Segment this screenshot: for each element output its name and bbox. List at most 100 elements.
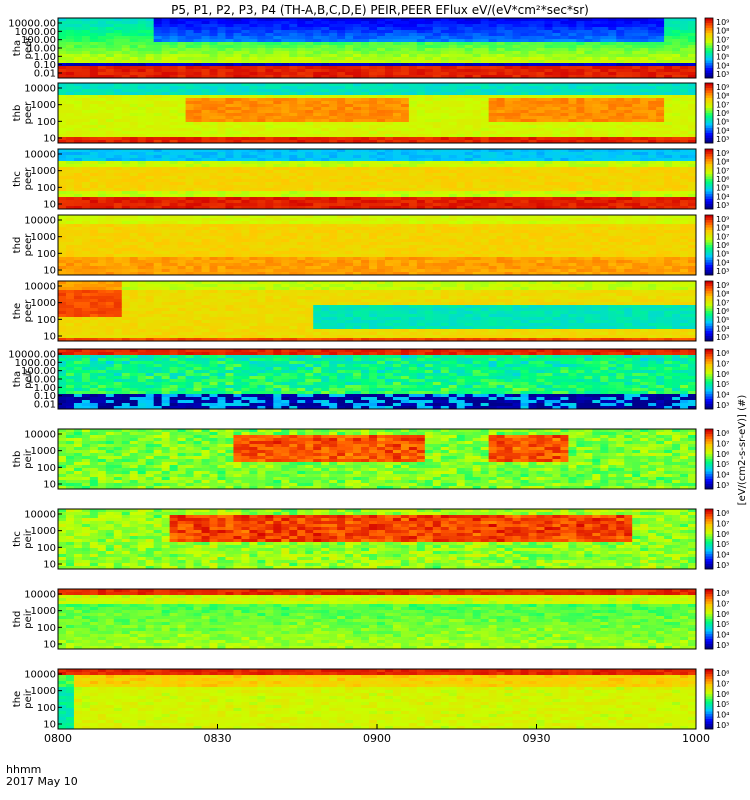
heatmap-cell xyxy=(496,107,506,111)
heatmap-cell xyxy=(65,33,75,37)
heatmap-cell xyxy=(448,72,458,76)
ytick-label: 10.00 xyxy=(27,44,56,55)
heatmap-cell xyxy=(416,101,426,105)
heatmap-cell xyxy=(217,152,226,156)
heatmap-cell xyxy=(58,215,67,219)
heatmap-cell xyxy=(440,161,450,165)
heatmap-cell xyxy=(225,176,234,180)
heatmap-cell xyxy=(209,69,218,73)
heatmap-cell xyxy=(369,30,378,34)
heatmap-cell xyxy=(640,66,649,70)
heatmap-cell xyxy=(265,92,274,96)
heatmap-cell xyxy=(337,194,346,198)
heatmap-cell xyxy=(456,39,466,43)
heatmap-cell xyxy=(456,188,466,192)
heatmap-cell xyxy=(488,200,498,204)
heatmap-cell xyxy=(680,161,689,165)
heatmap-cell xyxy=(185,72,194,76)
heatmap-cell xyxy=(249,173,258,177)
heatmap-cell xyxy=(424,39,434,43)
heatmap-cell xyxy=(225,161,234,165)
heatmap-cell xyxy=(89,48,99,52)
heatmap-cell xyxy=(648,203,657,207)
heatmap-cell xyxy=(321,27,330,31)
heatmap-cell xyxy=(568,203,577,207)
heatmap-cell xyxy=(464,54,474,58)
heatmap-cell xyxy=(544,197,553,201)
heatmap-cell xyxy=(408,206,418,210)
heatmap-cell xyxy=(392,83,402,87)
heatmap-cell xyxy=(600,128,609,132)
heatmap-cell xyxy=(89,66,99,70)
heatmap-cell xyxy=(464,179,474,183)
heatmap-cell xyxy=(632,33,641,37)
heatmap-cell xyxy=(440,21,450,25)
heatmap-cell xyxy=(624,75,633,79)
heatmap-cell xyxy=(536,206,545,210)
heatmap-cell xyxy=(305,173,314,177)
heatmap-cell xyxy=(400,86,410,90)
heatmap-cell xyxy=(193,39,202,43)
heatmap-cell xyxy=(169,140,179,144)
heatmap-cell xyxy=(528,89,537,93)
heatmap-cell xyxy=(424,158,434,162)
heatmap-cell xyxy=(89,98,99,102)
heatmap-cell xyxy=(664,203,673,207)
heatmap-cell xyxy=(185,60,194,64)
heatmap-cell xyxy=(321,173,330,177)
heatmap-cell xyxy=(480,122,490,126)
heatmap-cell xyxy=(616,86,625,90)
heatmap-cell xyxy=(616,24,625,28)
heatmap-cell xyxy=(345,140,354,144)
heatmap-cell xyxy=(520,125,529,129)
heatmap-cell xyxy=(584,83,593,87)
heatmap-cell xyxy=(560,188,569,192)
heatmap-cell xyxy=(592,122,601,126)
heatmap-cell xyxy=(616,51,625,55)
heatmap-cell xyxy=(656,39,665,43)
heatmap-cell xyxy=(488,125,498,129)
heatmap-cell xyxy=(161,113,171,117)
heatmap-cell xyxy=(137,113,147,117)
heatmap-cell xyxy=(440,69,450,73)
heatmap-cell xyxy=(560,89,569,93)
heatmap-cell xyxy=(153,116,163,120)
heatmap-cell xyxy=(560,42,569,46)
heatmap-cell xyxy=(153,197,163,201)
heatmap-cell xyxy=(225,83,234,87)
heatmap-cell xyxy=(257,27,266,31)
heatmap-cell xyxy=(576,155,585,159)
heatmap-cell xyxy=(408,122,418,126)
heatmap-cell xyxy=(81,149,91,153)
heatmap-cell xyxy=(257,95,266,99)
heatmap-cell xyxy=(193,173,202,177)
heatmap-cell xyxy=(472,48,482,52)
heatmap-cell xyxy=(353,110,362,114)
heatmap-cell xyxy=(177,95,187,99)
heatmap-cell xyxy=(648,122,657,126)
heatmap-cell xyxy=(273,167,282,171)
heatmap-cell xyxy=(209,176,218,180)
heatmap-cell xyxy=(113,63,123,67)
heatmap-cell xyxy=(361,167,370,171)
heatmap-cell xyxy=(400,45,410,49)
heatmap-cell xyxy=(105,69,115,73)
heatmap-cell xyxy=(640,140,649,144)
heatmap-cell xyxy=(544,134,553,138)
heatmap-cell xyxy=(616,122,625,126)
heatmap-cell xyxy=(664,161,673,165)
heatmap-cell xyxy=(153,158,163,162)
heatmap-cell xyxy=(560,21,569,25)
heatmap-cell xyxy=(416,116,426,120)
heatmap-cell xyxy=(664,170,673,174)
heatmap-cell xyxy=(576,57,585,61)
heatmap-cell xyxy=(369,140,378,144)
heatmap-cell xyxy=(400,173,410,177)
heatmap-cell xyxy=(680,21,689,25)
heatmap-cell xyxy=(456,86,466,90)
heatmap-cell xyxy=(688,42,697,46)
heatmap-cell xyxy=(169,18,179,22)
heatmap-cell xyxy=(544,66,553,70)
heatmap-cell xyxy=(392,134,402,138)
heatmap-cell xyxy=(329,30,338,34)
